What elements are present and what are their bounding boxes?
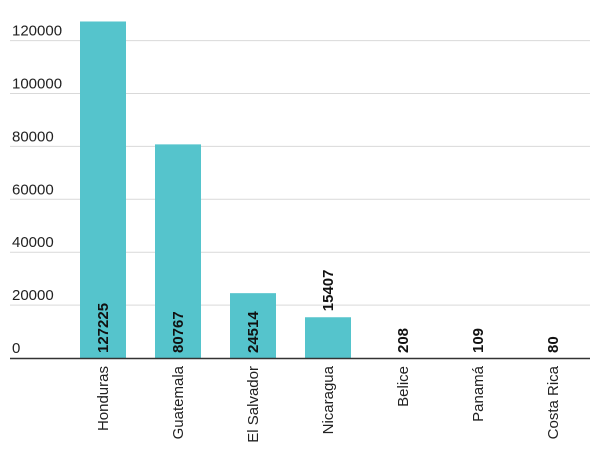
- data-label: 109: [470, 328, 487, 353]
- x-tick-label: Costa Rica: [545, 365, 562, 439]
- bar: [80, 21, 126, 359]
- x-axis-tick-labels: Honduras Guatemala El Salvador Nicaragua Bel…: [95, 365, 562, 442]
- x-tick-label: El Salvador: [245, 366, 262, 443]
- data-label: 15407: [320, 270, 337, 312]
- x-tick-label: Belice: [395, 366, 412, 407]
- bar: [155, 144, 201, 358]
- data-label: 127225: [95, 303, 112, 353]
- data-label: 208: [395, 328, 412, 353]
- data-labels: 127225 80767 24514 15407 208 109 80: [95, 270, 562, 353]
- x-tick-label: Nicaragua: [320, 365, 337, 434]
- y-tick-label: 120000: [12, 23, 62, 40]
- x-tick-label: Guatemala: [170, 365, 187, 439]
- y-tick-label: 40000: [12, 234, 54, 251]
- bars: [80, 21, 351, 359]
- y-tick-label: 80000: [12, 128, 54, 145]
- x-tick-label: Panamá: [470, 365, 487, 422]
- data-label: 80767: [170, 311, 187, 353]
- bar: [230, 293, 276, 358]
- y-axis-tick-labels: 0 20000 40000 60000 80000 100000 120000: [12, 23, 62, 357]
- y-tick-label: 20000: [12, 287, 54, 304]
- bar: [305, 317, 351, 358]
- y-tick-label: 100000: [12, 76, 62, 93]
- data-label: 24514: [245, 311, 262, 353]
- y-tick-label: 0: [12, 340, 20, 357]
- data-label: 80: [545, 336, 562, 353]
- x-tick-label: Honduras: [95, 366, 112, 431]
- y-tick-label: 60000: [12, 181, 54, 198]
